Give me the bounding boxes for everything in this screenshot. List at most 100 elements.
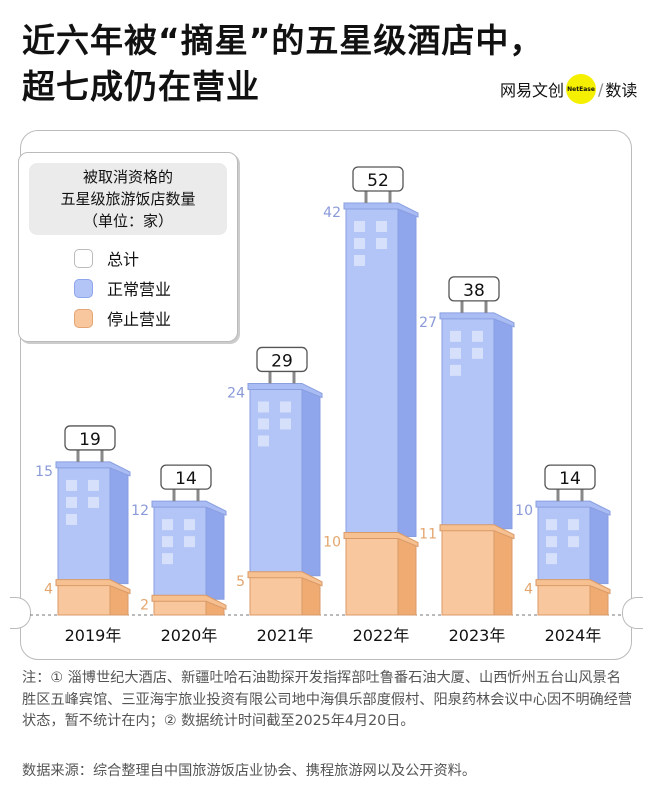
data-source: 数据来源：综合整理自中国旅游饭店业协会、携程旅游网以及公开资料。 [22,763,477,779]
bar-operating-side [205,504,225,600]
total-sign [352,166,404,192]
bar-closed [345,536,399,616]
window [66,496,77,508]
bar-operating [345,206,399,538]
closed-label: 4 [524,582,533,598]
legend-title-line: 被取消资格的 [82,168,173,186]
total-sign [448,276,500,302]
window [258,435,269,447]
legend-swatch [74,248,93,268]
bar-roof [151,500,227,516]
logo-separator: / [598,79,604,99]
bar-closed [249,575,303,616]
total-sign [544,464,596,490]
logo: 网易文创 NetEase / 数读 [500,74,637,104]
bar-roof [535,500,611,516]
total-label: 29 [271,351,293,371]
bar-operating [441,316,495,530]
window [472,330,483,342]
logo-badge: NetEase [566,74,597,104]
x-tick-label: 2020年 [161,626,218,645]
bar-closed [441,528,495,616]
x-tick-label: 2024年 [545,626,602,645]
bar-roof [247,382,323,399]
operating-label: 15 [35,464,53,480]
bar-roof [55,461,131,477]
operating-label: 12 [131,503,149,519]
window [354,221,365,232]
total-label: 52 [367,171,389,191]
x-tick-label: 2023年 [449,626,506,645]
window [66,513,77,525]
title-line-1: 近六年被“摘星”的五星级酒店中， [22,21,544,60]
window [472,347,483,359]
logo-brand: 网易文创 [500,81,565,100]
bar-ledge [535,579,611,595]
window [88,496,99,508]
bar-operating [249,386,303,577]
total-label: 19 [79,430,101,450]
bar-operating [57,465,111,585]
window [258,418,269,430]
bar-operating [153,504,207,600]
legend-item-closed: 停止营业 [74,303,237,333]
window [184,536,195,548]
legend-item-total: 总计 [74,243,237,273]
legend-swatch [74,308,93,328]
card-notch-right [622,597,643,629]
bar-operating-side [589,504,609,585]
x-tick-label: 2019年 [65,626,122,645]
window [184,519,195,531]
closed-label: 11 [419,527,437,543]
operating-label: 10 [515,503,533,519]
bar-ledge [439,524,515,540]
title-line-2: 超七成仍在营业 [22,67,260,106]
legend-label: 总计 [107,250,140,269]
bar-ledge [343,532,419,548]
closed-label: 10 [323,535,341,551]
closed-label: 5 [236,574,245,590]
total-label: 14 [175,469,197,489]
bar-closed-side [397,535,417,616]
legend: 被取消资格的 五星级旅游饭店数量 （单位：家） 总计 正常营业 停止营业 [18,152,238,342]
bar-roof [439,312,515,328]
bar-operating-side [109,465,129,585]
legend-item-operating: 正常营业 [74,273,237,303]
total-label: 38 [463,281,485,301]
operating-label: 42 [323,205,341,221]
bar-ledge [247,571,323,587]
window [546,519,557,531]
x-tick-label: 2022年 [353,626,410,645]
window [258,401,269,413]
window [162,536,173,548]
bar-operating-side [397,206,417,538]
total-sign [64,425,116,451]
window [568,519,579,531]
window [450,347,461,359]
closed-label: 4 [44,582,53,598]
bar-ledge [151,594,227,611]
window [546,553,557,565]
legend-label: 正常营业 [107,280,172,299]
window [546,536,557,548]
x-tick-label: 2021年 [257,626,314,645]
logo-sub: 数读 [605,81,638,100]
window [66,479,77,491]
operating-label: 27 [419,315,437,331]
footnote: 注：① 淄博世纪大酒店、新疆吐哈石油勘探开发指挥部吐鲁番石油大厦、山西忻州五台山… [22,670,633,729]
total-label: 14 [559,469,581,489]
total-sign [160,464,212,490]
closed-label: 2 [140,597,149,613]
legend-title-unit: （单位：家） [82,212,173,230]
window [280,401,291,413]
legend-title-line: 五星级旅游饭店数量 [60,190,196,208]
page-title: 近六年被“摘星”的五星级酒店中， 超七成仍在营业 [22,18,543,110]
bar-closed [57,583,111,616]
window [450,364,461,376]
bar-operating-side [493,316,513,530]
window [354,255,365,266]
legend-swatch [74,278,93,298]
total-sign [256,346,308,373]
window [280,418,291,430]
